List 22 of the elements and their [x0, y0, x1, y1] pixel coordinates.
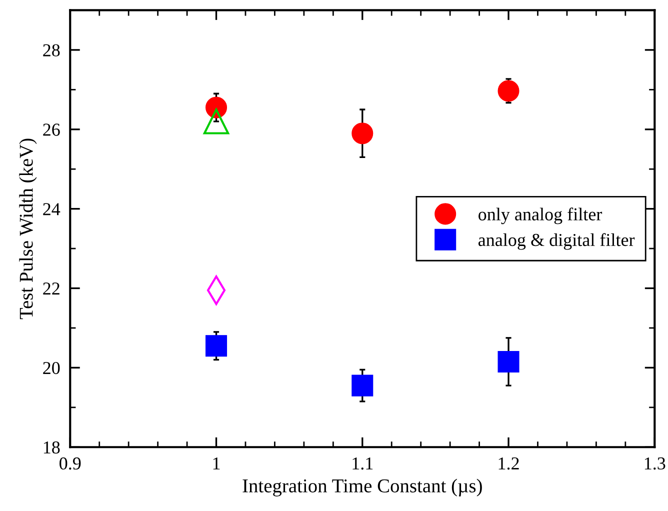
x-tick-label: 0.9: [60, 457, 81, 470]
y-tick-label: 22: [43, 282, 60, 295]
legend-label: only analog filter: [478, 208, 602, 224]
x-tick-label: 1: [213, 457, 220, 470]
point: [498, 80, 520, 102]
x-tick-label: 1.3: [644, 457, 666, 470]
point: [203, 108, 230, 134]
point: [352, 122, 374, 144]
point: [206, 96, 228, 118]
y-tick-label: 24: [43, 203, 60, 216]
y-tick-label: 28: [43, 44, 60, 56]
y-tick-label: 20: [43, 362, 60, 374]
y-tick-label: 26: [43, 124, 60, 136]
y-tick-label: 18: [44, 441, 60, 454]
x-tick-label: 1.2: [498, 457, 519, 470]
point: [498, 350, 520, 372]
y-axis-title: Test Pulse Width (keV): [19, 138, 37, 320]
x-tick-label: 1.1: [352, 457, 373, 470]
legend-label: analog & digital filter: [478, 233, 635, 250]
x-axis-title: Integration Time Constant (µs): [242, 478, 482, 496]
point: [206, 335, 228, 357]
point: [352, 374, 374, 396]
